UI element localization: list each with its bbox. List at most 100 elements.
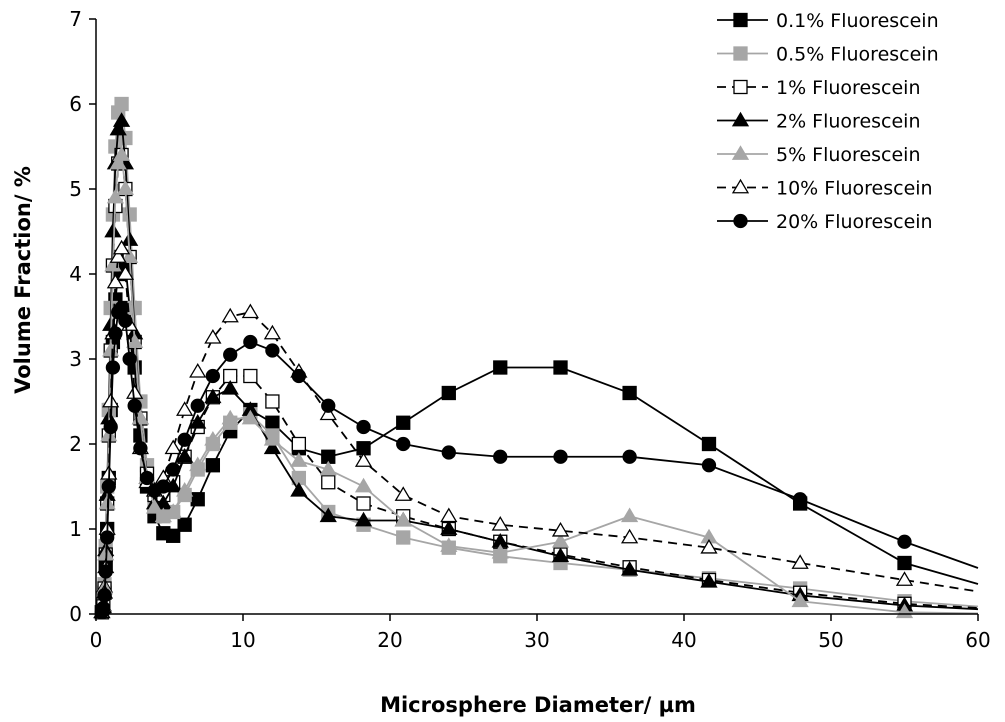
- data-point: [440, 507, 458, 523]
- x-tick-label: 10: [230, 628, 255, 652]
- y-tick-label: 7: [69, 7, 82, 31]
- data-point: [553, 449, 568, 464]
- data-point: [221, 307, 239, 323]
- data-point: [700, 572, 718, 588]
- data-point: [792, 492, 808, 507]
- data-point: [354, 452, 373, 467]
- data-point: [103, 419, 118, 435]
- data-point: [441, 445, 456, 460]
- data-point: [205, 368, 221, 384]
- x-tick-label: 40: [671, 628, 696, 652]
- y-tick-label: 1: [69, 517, 82, 541]
- series-0: [94, 249, 979, 620]
- data-point: [221, 409, 239, 425]
- legend-marker: [731, 178, 750, 194]
- data-point: [321, 398, 336, 413]
- data-point: [122, 351, 137, 367]
- y-tick-label: 3: [69, 347, 82, 371]
- data-point: [291, 368, 307, 384]
- data-point: [354, 511, 373, 527]
- legend-label: 0.5% Fluorescein: [776, 44, 939, 66]
- legend-item-3: 2% Fluorescein: [717, 111, 921, 133]
- data-point: [321, 475, 336, 490]
- data-point: [394, 511, 412, 527]
- data-point: [263, 324, 282, 340]
- data-point: [176, 401, 194, 416]
- data-point: [127, 398, 142, 413]
- y-axis-title: Volume Fraction/ %: [11, 166, 35, 394]
- data-point: [100, 530, 115, 545]
- data-point: [223, 347, 238, 362]
- data-point: [551, 521, 570, 537]
- data-point: [356, 419, 371, 435]
- data-point: [112, 239, 131, 255]
- data-point: [177, 432, 192, 447]
- legend-marker: [733, 46, 748, 61]
- x-tick-label: 20: [377, 628, 402, 652]
- y-tick-label: 6: [69, 92, 82, 116]
- data-point: [265, 394, 280, 409]
- series-6: [94, 300, 979, 620]
- data-point: [493, 360, 508, 375]
- data-point: [116, 180, 135, 195]
- data-point: [176, 481, 194, 497]
- data-point: [109, 154, 127, 170]
- data-point: [109, 248, 127, 263]
- data-point: [700, 538, 718, 554]
- data-point: [491, 515, 509, 531]
- data-point: [319, 507, 337, 523]
- data-point: [106, 188, 125, 204]
- data-point: [241, 303, 259, 319]
- data-point: [791, 554, 809, 569]
- data-point: [319, 460, 337, 476]
- legend-item-6: 20% Fluorescein: [717, 211, 933, 233]
- data-point: [122, 207, 137, 222]
- data-point: [895, 571, 914, 586]
- y-tick-label: 4: [69, 262, 82, 286]
- legend-marker: [731, 145, 750, 160]
- data-point: [121, 248, 139, 263]
- data-point: [177, 517, 192, 532]
- data-point: [265, 415, 280, 430]
- data-point: [116, 265, 135, 280]
- data-point: [622, 449, 637, 464]
- x-tick-label: 0: [90, 628, 103, 652]
- data-point: [354, 477, 373, 493]
- data-point: [263, 430, 282, 446]
- data-point: [176, 447, 194, 463]
- data-point: [290, 481, 308, 497]
- legend-label: 10% Fluorescein: [776, 178, 933, 200]
- data-point: [105, 360, 121, 375]
- data-point: [101, 479, 116, 494]
- data-point: [204, 328, 222, 344]
- data-point: [204, 388, 222, 404]
- data-point: [112, 112, 131, 127]
- data-point: [622, 385, 637, 401]
- data-point: [265, 343, 280, 358]
- data-point: [109, 120, 127, 136]
- legend-label: 5% Fluorescein: [776, 144, 921, 166]
- data-point: [701, 458, 717, 473]
- data-point: [551, 532, 570, 548]
- data-point: [620, 561, 639, 576]
- data-point: [189, 456, 207, 472]
- data-point: [133, 441, 148, 456]
- x-axis-title: Microsphere Diameter/ µm: [380, 693, 696, 717]
- data-point: [166, 528, 181, 543]
- legend-label: 2% Fluorescein: [776, 111, 921, 133]
- data-point: [114, 300, 129, 316]
- data-point: [897, 555, 912, 571]
- legend-label: 20% Fluorescein: [776, 211, 933, 233]
- x-tick-label: 60: [965, 628, 990, 652]
- x-axis: 0 10 20 30 40 50 60: [90, 613, 991, 652]
- legend-marker: [733, 213, 748, 229]
- legend-marker: [733, 12, 748, 28]
- data-point: [104, 222, 122, 238]
- legend: 0.1% Fluorescein 0.5% Fluorescein 1% Fluor…: [717, 10, 939, 233]
- data-point: [620, 507, 639, 523]
- data-point: [897, 534, 912, 549]
- legend-item-1: 0.5% Fluorescein: [717, 44, 939, 66]
- data-point: [190, 398, 205, 413]
- x-tick-label: 30: [524, 628, 549, 652]
